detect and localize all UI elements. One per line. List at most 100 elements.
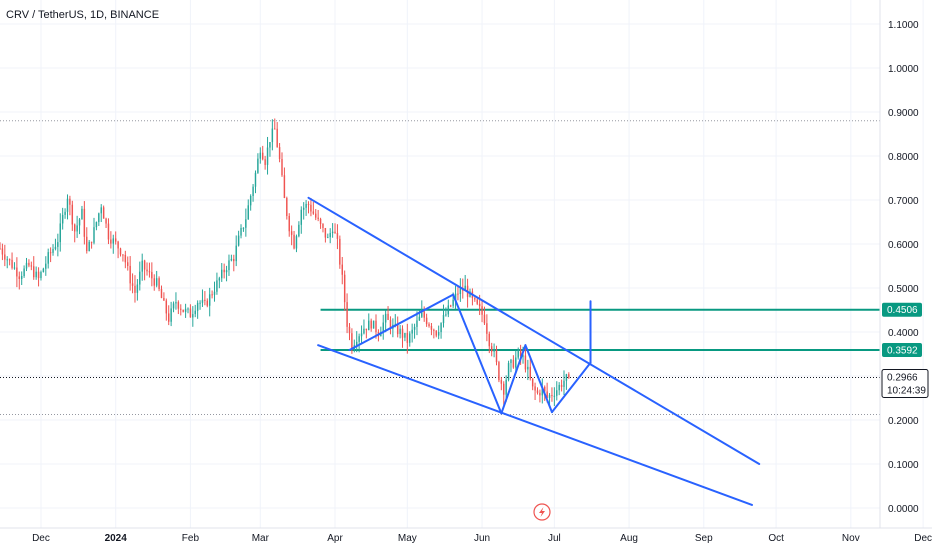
candle-body <box>276 128 278 148</box>
candle-body <box>122 254 124 256</box>
candle-body <box>13 267 16 269</box>
price-tick-label: 1.0000 <box>888 64 919 75</box>
candle-body <box>454 293 457 300</box>
candle-body <box>129 265 131 284</box>
candle-body <box>278 147 281 159</box>
price-tick-label: 1.1000 <box>888 20 919 31</box>
candle-body <box>0 248 1 250</box>
candle-body <box>563 380 565 387</box>
candle-body <box>52 248 54 253</box>
candle-body <box>389 319 392 329</box>
candle-body <box>355 341 358 346</box>
candle-body <box>86 236 88 252</box>
candle-body <box>464 285 466 291</box>
candle-body <box>136 284 139 293</box>
level-price-tag <box>882 342 922 357</box>
candle-body <box>457 293 459 295</box>
candle-body <box>527 366 529 370</box>
candle-body <box>568 374 570 378</box>
candle-body <box>177 302 180 309</box>
candle-body <box>449 305 452 307</box>
candle-body <box>505 379 507 395</box>
candle-body <box>175 302 177 304</box>
candle-body <box>452 299 454 306</box>
candle-body <box>435 330 437 336</box>
price-tick-label: 0.6000 <box>888 240 919 251</box>
pattern-neckline[interactable] <box>452 293 503 415</box>
time-tick-label: Oct <box>768 533 784 544</box>
pattern-mid-fall[interactable] <box>524 344 553 414</box>
channel-upper-line[interactable] <box>307 196 761 465</box>
candle-body <box>54 246 57 249</box>
time-tick-label: Nov <box>842 533 860 544</box>
candle-body <box>66 198 69 212</box>
candle-body <box>336 232 339 239</box>
candle-body <box>507 363 510 380</box>
price-tick-label: 0.7000 <box>888 196 919 207</box>
candle-body <box>57 242 59 247</box>
candle-body <box>25 262 28 269</box>
candle-body <box>259 152 262 159</box>
pattern-mid-rise[interactable] <box>500 344 527 415</box>
time-axis[interactable]: Dec 2024 Feb Mar Apr May Jun Jul Aug Sep Oct Nov Dec <box>0 527 932 544</box>
candle-body <box>165 300 168 314</box>
candle-body <box>365 328 368 331</box>
pattern-drawings[interactable] <box>307 196 761 506</box>
candle-body <box>78 219 81 226</box>
price-tick-label: 0.8000 <box>888 152 919 163</box>
candle-body <box>266 147 269 165</box>
pattern-left-leg-up[interactable] <box>348 293 455 352</box>
candle-body <box>560 384 563 387</box>
candle-body <box>558 384 560 391</box>
candle-body <box>459 288 462 294</box>
candle-body <box>271 128 274 143</box>
time-tick-label: Feb <box>182 533 200 544</box>
candle-body <box>339 238 341 265</box>
candle-body <box>307 203 310 205</box>
candle-body <box>95 222 98 228</box>
candle-body <box>529 366 531 379</box>
time-tick-label: 2024 <box>105 533 128 544</box>
candle-body <box>119 248 122 255</box>
candle-body <box>290 231 293 235</box>
candle-body <box>114 238 117 242</box>
candle-body <box>298 224 300 237</box>
candle-body <box>274 128 276 130</box>
candle-body <box>192 314 194 318</box>
candle-body <box>322 223 324 228</box>
candle-body <box>493 349 495 352</box>
candle-body <box>182 309 184 312</box>
candle-body <box>384 313 387 323</box>
lightning-icon[interactable] <box>533 503 551 521</box>
candle-body <box>143 260 146 270</box>
candle-body <box>206 300 209 306</box>
candle-body <box>341 264 343 275</box>
candle-body <box>490 346 493 352</box>
time-tick-label: Jul <box>548 533 561 544</box>
channel-lower-line[interactable] <box>317 344 753 506</box>
candle-body <box>204 299 206 301</box>
candle-body <box>64 211 66 215</box>
pattern-right-rise[interactable] <box>550 361 592 414</box>
candle-body <box>42 268 45 273</box>
time-tick-label: Apr <box>327 533 343 544</box>
price-tick-label: 0.5000 <box>888 284 919 295</box>
candle-body <box>93 227 95 243</box>
candle-body <box>546 391 548 398</box>
candle-body <box>221 269 223 279</box>
candle-body <box>189 308 192 318</box>
candle-body <box>252 186 254 197</box>
candle-body <box>413 326 416 330</box>
candle-body <box>382 322 384 333</box>
candle-body <box>184 308 187 312</box>
candle-body <box>428 324 430 327</box>
time-tick-label: Dec <box>914 533 932 544</box>
candle-body <box>553 395 556 397</box>
candle-body <box>488 333 491 347</box>
horizontal-levels[interactable] <box>320 308 880 351</box>
candle-body <box>543 386 546 392</box>
time-tick-label: Jun <box>474 533 490 544</box>
candle-body <box>6 259 8 261</box>
candle-body <box>331 231 334 234</box>
